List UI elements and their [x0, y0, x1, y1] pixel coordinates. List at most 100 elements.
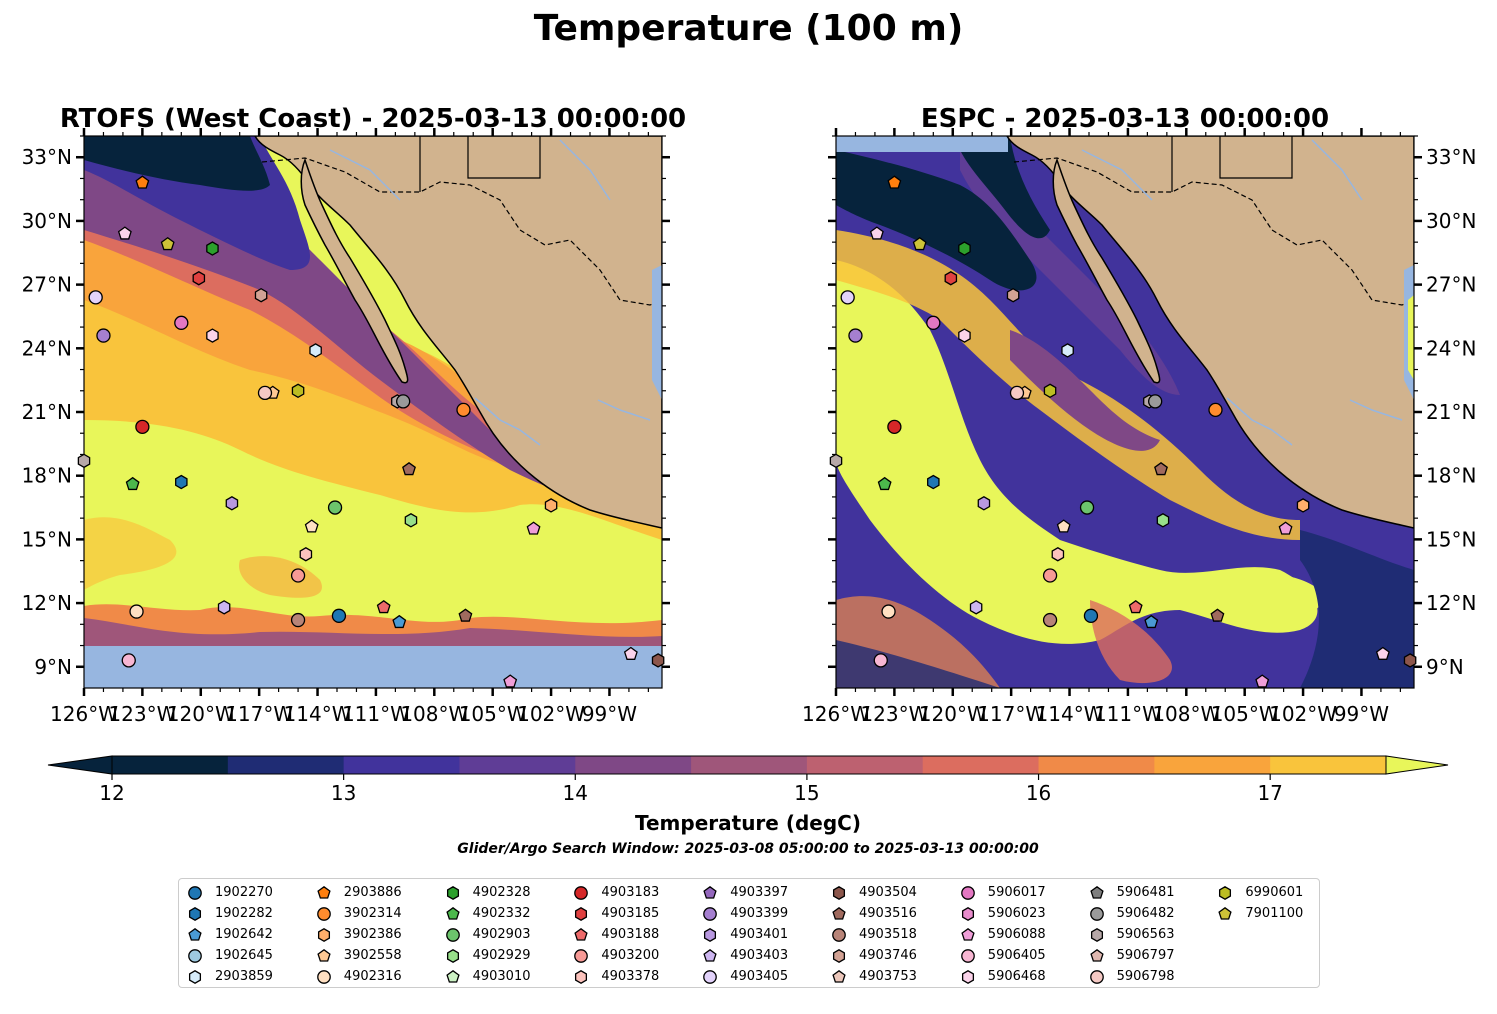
legend-marker-icon: [188, 906, 202, 921]
rtofs-float-marker: [175, 474, 188, 490]
colorbar-label: Temperature (degC): [635, 811, 861, 835]
espc-y-tick-label: 15°N: [1426, 527, 1476, 551]
colorbar-tick-label: 15: [794, 781, 819, 805]
legend-entry: 5906023: [960, 903, 1046, 924]
legend-marker-icon: [316, 969, 331, 984]
legend-marker-icon: [1090, 927, 1103, 942]
rtofs-float-marker: [299, 546, 313, 562]
rtofs-float-marker: [129, 604, 144, 619]
rtofs-y-tick-label: 21°N: [22, 400, 72, 424]
espc-float-marker: [958, 241, 971, 256]
rtofs-float-marker: [402, 462, 416, 476]
legend-marker: [188, 927, 202, 941]
rtofs-float-marker: [206, 328, 219, 343]
legend-label: 4903200: [601, 948, 660, 963]
rtofs-float-marker: [217, 600, 231, 615]
rtofs-x-tick-label: 108°W: [400, 702, 468, 726]
espc-land-mask: [1006, 136, 1414, 529]
legend-marker: [445, 927, 460, 942]
colorbar-bin: [343, 756, 460, 774]
legend-marker: [574, 885, 589, 900]
espc-float-marker: [1255, 674, 1270, 688]
espc-float-marker: [1148, 394, 1163, 409]
rtofs-float-marker: [135, 175, 150, 189]
colorbar-frame: [111, 755, 1387, 775]
espc-float-markers: [829, 175, 1417, 688]
legend-marker: [1089, 969, 1104, 984]
espc-float-marker: [969, 600, 983, 615]
legend-label: 4903504: [859, 885, 917, 900]
legend-label: 3902314: [343, 906, 402, 921]
legend-marker: [188, 906, 202, 921]
legend-label: 5906468: [987, 969, 1046, 984]
legend-entry: 2903859: [187, 966, 273, 987]
colorbar-bin: [1038, 756, 1155, 774]
espc-float-marker: [1210, 608, 1225, 622]
legend-label: 1902282: [215, 906, 273, 921]
legend-entry: 4903378: [573, 966, 659, 987]
legend-label: 6990601: [1245, 885, 1304, 900]
legend-marker-icon: [188, 948, 202, 963]
legend-marker-icon: [832, 948, 846, 963]
legend-marker: [574, 948, 589, 963]
legend-marker-icon: [832, 885, 846, 900]
legend-entry: 5906468: [960, 966, 1046, 987]
espc-float-marker: [829, 453, 843, 469]
legend-entry: 1902270: [187, 882, 273, 903]
legend-entry: 5906563: [1089, 924, 1175, 945]
colorbar-bin: [575, 756, 692, 774]
rtofs-float-marker: [327, 500, 343, 515]
colorbar-tick-label: 14: [563, 781, 588, 805]
legend-marker: [703, 948, 717, 962]
espc-float-marker: [977, 496, 991, 511]
rtofs-float-marker: [290, 612, 306, 628]
legend-marker-icon: [317, 927, 330, 942]
legend-label: 5906088: [987, 927, 1046, 942]
legend-entry: 4902316: [316, 966, 402, 987]
rtofs-float-marker: [225, 496, 239, 511]
legend-marker-icon: [317, 948, 331, 962]
legend-marker-icon: [832, 927, 846, 942]
legend-label: 5906797: [1116, 948, 1175, 963]
legend-marker: [446, 948, 459, 963]
colorbar-tick-label: 13: [331, 781, 356, 805]
espc-float-marker: [958, 328, 971, 343]
espc-float-marker: [1083, 608, 1099, 623]
rtofs-float-marker: [160, 236, 175, 251]
legend-entry: 4903010: [445, 966, 531, 987]
espc-float-marker: [912, 236, 927, 251]
espc-float-marker: [877, 476, 892, 491]
rtofs-x-tick-label: 117°W: [225, 702, 293, 726]
legend-marker-icon: [1089, 948, 1104, 962]
rtofs-float-marker: [503, 674, 518, 688]
legend-marker: [1219, 885, 1232, 900]
espc-axes: 126°W123°W120°W117°W114°W111°W108°W105°W…: [802, 128, 1476, 726]
legend-entry: 5906088: [960, 924, 1046, 945]
legend-entry: 1902642: [187, 924, 273, 945]
espc-float-marker: [887, 419, 902, 435]
espc-float-marker: [887, 175, 902, 189]
legend-entry: 5906405: [960, 945, 1046, 966]
rtofs-float-marker: [121, 653, 136, 668]
colorbar-extend-min: [47, 755, 113, 775]
rtofs-y-tick-label: 30°N: [22, 209, 72, 233]
legend-marker: [832, 948, 846, 963]
espc-float-marker: [1009, 385, 1025, 401]
legend-entry: 5906482: [1089, 903, 1175, 924]
legend-label: 5906023: [987, 906, 1046, 921]
rtofs-x-tick-label: 105°W: [459, 702, 527, 726]
legend-entry: 4903200: [573, 945, 659, 966]
espc-float-marker: [1154, 462, 1168, 476]
legend-marker-icon: [317, 885, 331, 899]
espc-y-tick-label: 9°N: [1426, 655, 1464, 679]
colorbar: 12 13 14 15 16 17: [47, 755, 1449, 805]
espc-float-marker: [1051, 546, 1065, 562]
rtofs-y-tick-label: 18°N: [22, 464, 72, 488]
legend-entry: 4903753: [831, 966, 917, 987]
legend-marker-icon: [961, 906, 974, 921]
espc-x-tick-label: 105°W: [1211, 702, 1279, 726]
legend-label: 4903185: [601, 906, 660, 921]
rtofs-float-marker: [458, 608, 473, 622]
legend-entry: 5906481: [1089, 882, 1175, 903]
rtofs-y-tick-label: 33°N: [22, 145, 72, 169]
